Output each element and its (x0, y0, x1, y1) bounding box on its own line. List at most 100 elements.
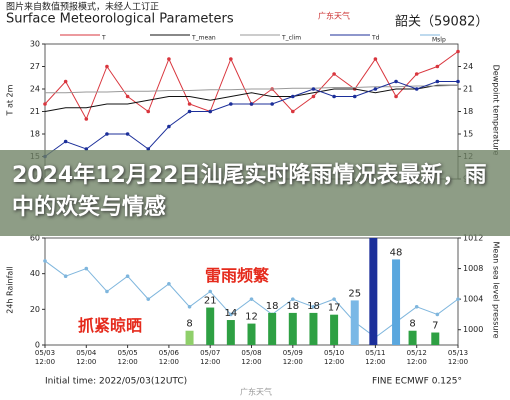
bar (350, 300, 359, 345)
point (456, 297, 460, 301)
point (146, 147, 151, 151)
legend-label: T (101, 35, 106, 42)
y-tick-label: 24 (30, 85, 40, 94)
y-tick-label: 21 (30, 107, 40, 116)
y2-tick-label: 1012 (463, 234, 483, 243)
bar (408, 330, 417, 345)
bar (206, 307, 215, 345)
notice: 图片来自数值预报模式，未经人工订正 (6, 1, 159, 13)
x-tick-label: 05/03 12:00 (34, 349, 56, 366)
point (456, 49, 460, 54)
x-tick-label: 05/10 12:00 (324, 349, 345, 366)
x-tick-label: 05/11 12:00 (365, 349, 386, 366)
bar-label: 21 (204, 296, 217, 307)
bar-label: 25 (348, 288, 361, 299)
point (63, 139, 68, 144)
y2-label: Mean sea level pressure (492, 242, 501, 339)
point (208, 289, 212, 294)
point (414, 72, 419, 76)
watermark: 广东天气 (240, 387, 272, 397)
point (167, 282, 171, 286)
point (63, 79, 68, 84)
bar (309, 312, 318, 345)
point (291, 297, 295, 301)
legend-label: T_mean (191, 35, 216, 42)
point (229, 57, 233, 61)
y2-tick-label: 18 (463, 107, 473, 116)
logo: 广东天气 (318, 11, 350, 21)
point (187, 109, 192, 114)
y-tick-label: 40 (30, 269, 40, 278)
x-tick-label: 05/12 12:00 (406, 349, 427, 366)
x-tick-label: 05/08 12:00 (241, 349, 262, 366)
bar (392, 259, 401, 345)
y2-tick-label: 1008 (463, 264, 483, 273)
point (311, 304, 316, 309)
point (332, 94, 336, 99)
point (125, 274, 130, 279)
point (435, 312, 440, 317)
point (291, 94, 295, 99)
bar-label: 18 (266, 301, 279, 312)
point (63, 274, 68, 279)
bar-label: 18 (307, 301, 320, 312)
point (394, 94, 398, 99)
point (373, 57, 378, 61)
sticker: 雷雨频繁 (205, 266, 270, 285)
point (373, 87, 378, 91)
point (229, 102, 233, 106)
y2-label: Dewpoint temperature (492, 65, 501, 156)
point (414, 304, 419, 309)
legend-label: Td (371, 35, 380, 42)
point (229, 312, 233, 317)
series-line (44, 51, 459, 121)
bar (330, 314, 339, 345)
bar (268, 312, 277, 345)
headline-band (0, 150, 510, 236)
point (146, 297, 151, 301)
point (84, 117, 89, 121)
y-tick-label: 0 (35, 341, 40, 350)
bar (431, 332, 440, 345)
point (208, 109, 212, 114)
model: FINE ECMWF 0.125° (372, 377, 462, 387)
initial-time: Initial time: 2022/05/03(12UTC) (45, 377, 187, 387)
point (414, 87, 419, 91)
bar (226, 320, 235, 345)
point (105, 289, 109, 294)
chart-title: Surface Meteorological Parameters (6, 12, 234, 27)
series-line (45, 84, 459, 94)
bar (185, 330, 194, 345)
bar-label: 17 (328, 303, 341, 314)
x-tick-label: 05/05 12:00 (117, 349, 138, 366)
y2-tick-label: 24 (463, 62, 473, 71)
y-label: T at 2m (6, 84, 15, 116)
y-tick-label: 27 (30, 62, 40, 71)
bar-label: 8 (409, 319, 415, 330)
point (270, 102, 274, 106)
bar-label: 12 (245, 312, 258, 323)
point (249, 102, 254, 106)
point (146, 109, 151, 114)
legend-label: Mslp (432, 37, 446, 44)
x-tick-label: 05/07 12:00 (200, 349, 221, 366)
point (187, 102, 192, 106)
y-tick-label: 60 (30, 234, 40, 243)
headline: 2024年12月22日汕尾实时降雨情况表最新，雨中的欢笑与情感 (12, 163, 487, 220)
point (43, 102, 47, 106)
point (167, 57, 171, 61)
y2-tick-label: 1000 (463, 325, 483, 334)
y-tick-label: 30 (30, 40, 40, 49)
y-tick-label: 18 (30, 130, 40, 139)
bar (247, 323, 256, 345)
point (291, 109, 295, 114)
sticker: 抓紧晾晒 (78, 316, 143, 335)
y-tick-label: 20 (30, 305, 40, 314)
bar (369, 238, 378, 345)
point (125, 94, 130, 99)
y2-tick-label: 15 (463, 130, 473, 139)
point (311, 94, 316, 99)
y2-tick-label: 21 (463, 85, 473, 94)
point (332, 72, 336, 76)
